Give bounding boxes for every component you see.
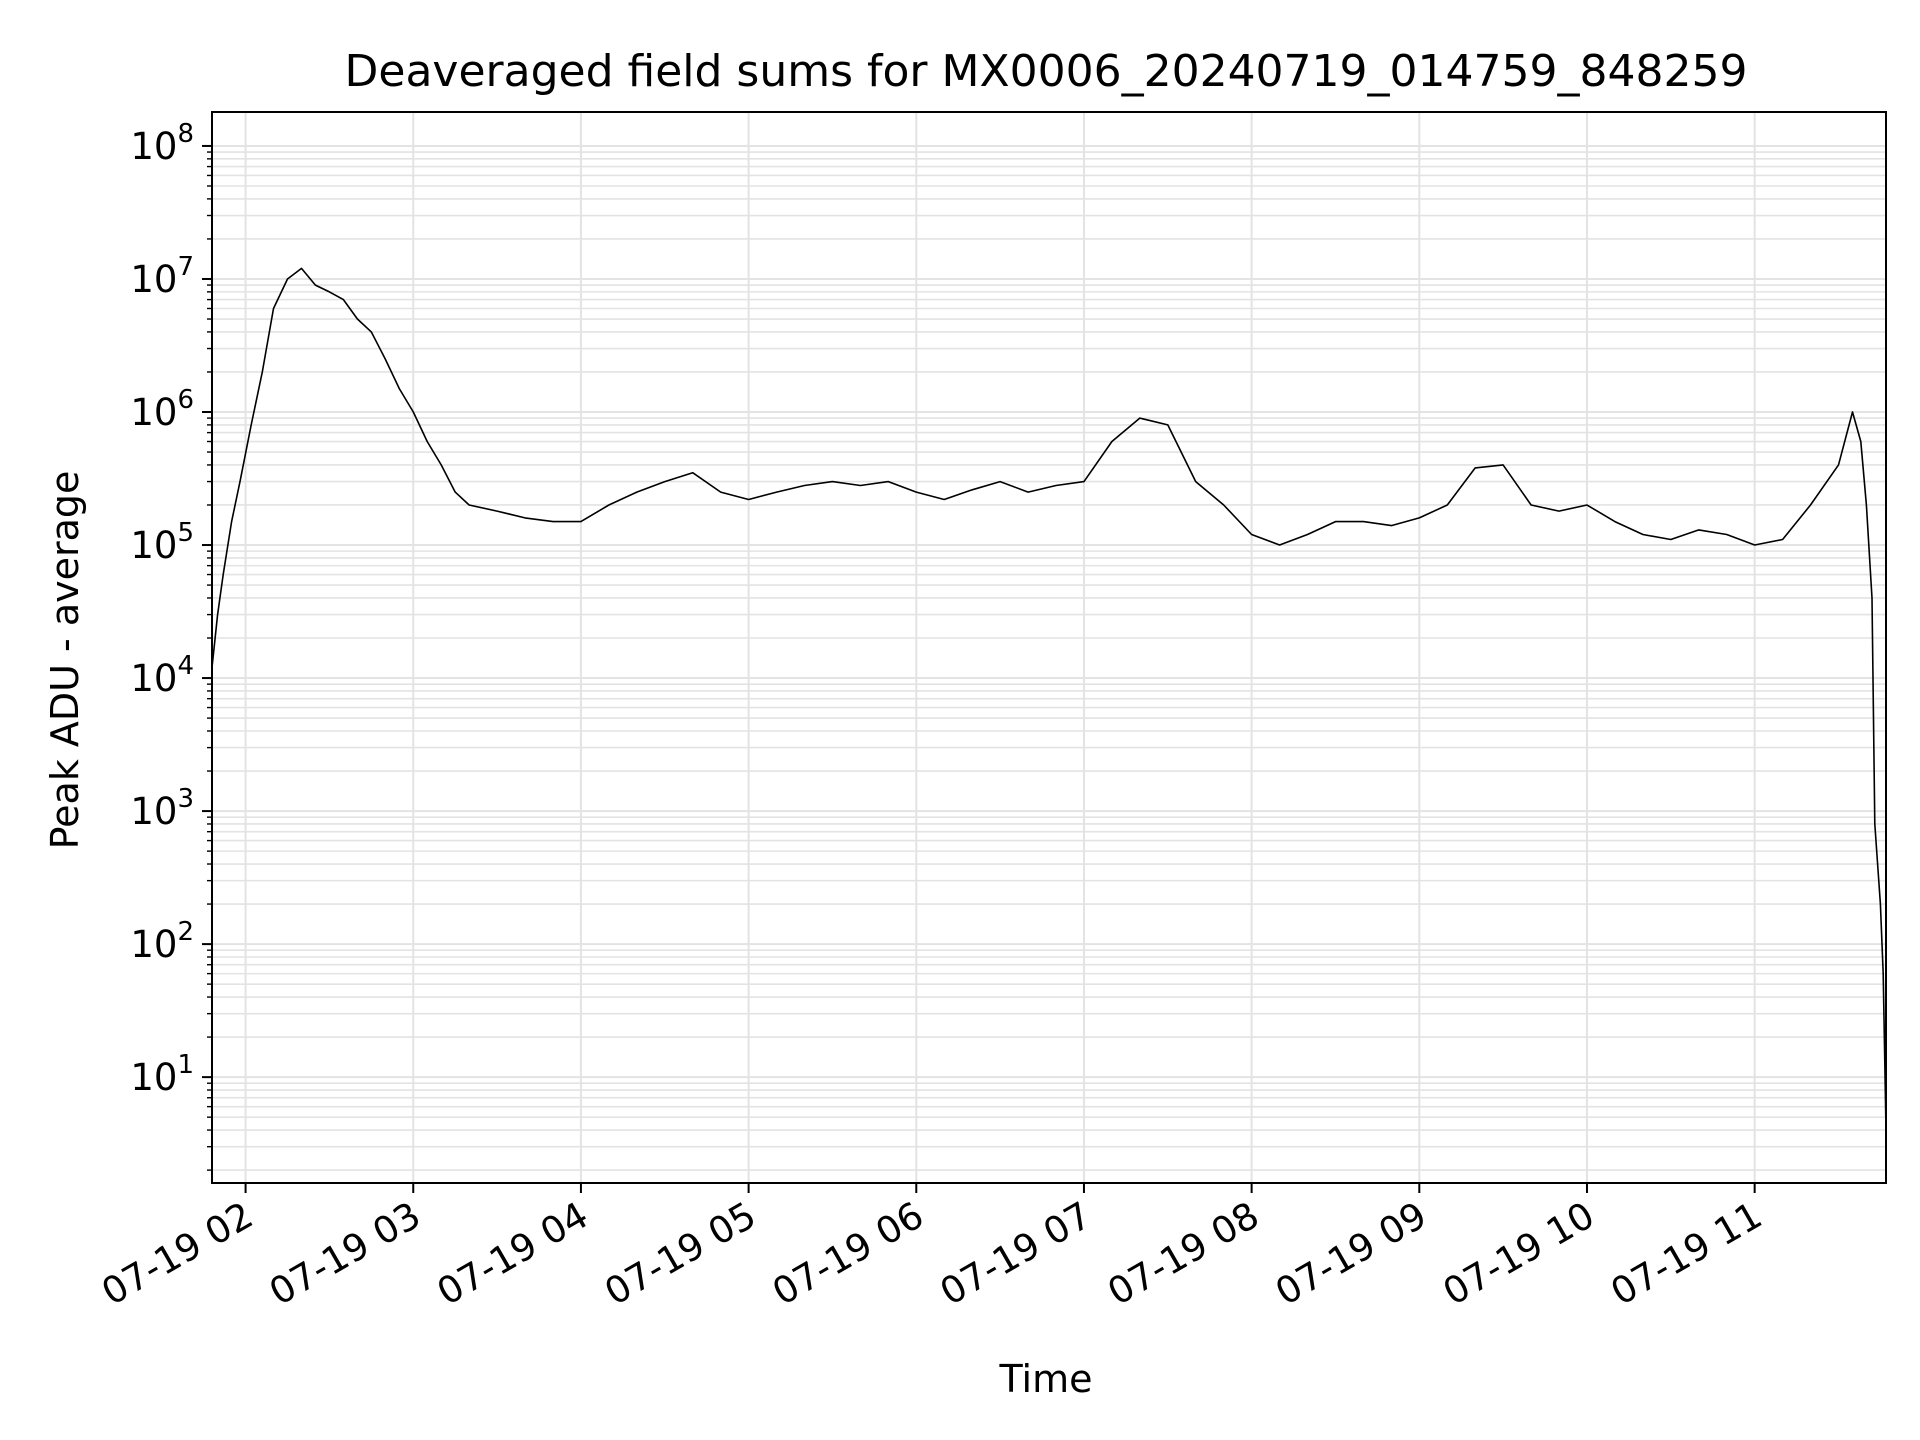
plot-frame: [211, 111, 1887, 1184]
axes: [202, 111, 1887, 1193]
y-tick-label: 108: [130, 119, 194, 168]
y-tick-label: 106: [130, 385, 194, 434]
y-tick-label: 107: [130, 252, 194, 301]
y-tick-label: 102: [130, 917, 194, 966]
y-tick-label: 104: [130, 651, 194, 700]
series-line: [211, 267, 1887, 1131]
chart-title: Deaveraged field sums for MX0006_2024071…: [345, 46, 1748, 97]
y-axis-label: Peak ADU - average: [43, 471, 87, 850]
y-ticks: 101 102 103 104 105 106 107 108: [130, 119, 194, 1099]
y-tick-label: 103: [130, 784, 194, 833]
grid-lines: [212, 112, 1886, 1183]
x-axis-label: Time: [999, 1357, 1093, 1401]
y-tick-label: 101: [130, 1050, 194, 1099]
series-layer: [211, 267, 1887, 1131]
y-tick-label: 105: [130, 518, 194, 567]
